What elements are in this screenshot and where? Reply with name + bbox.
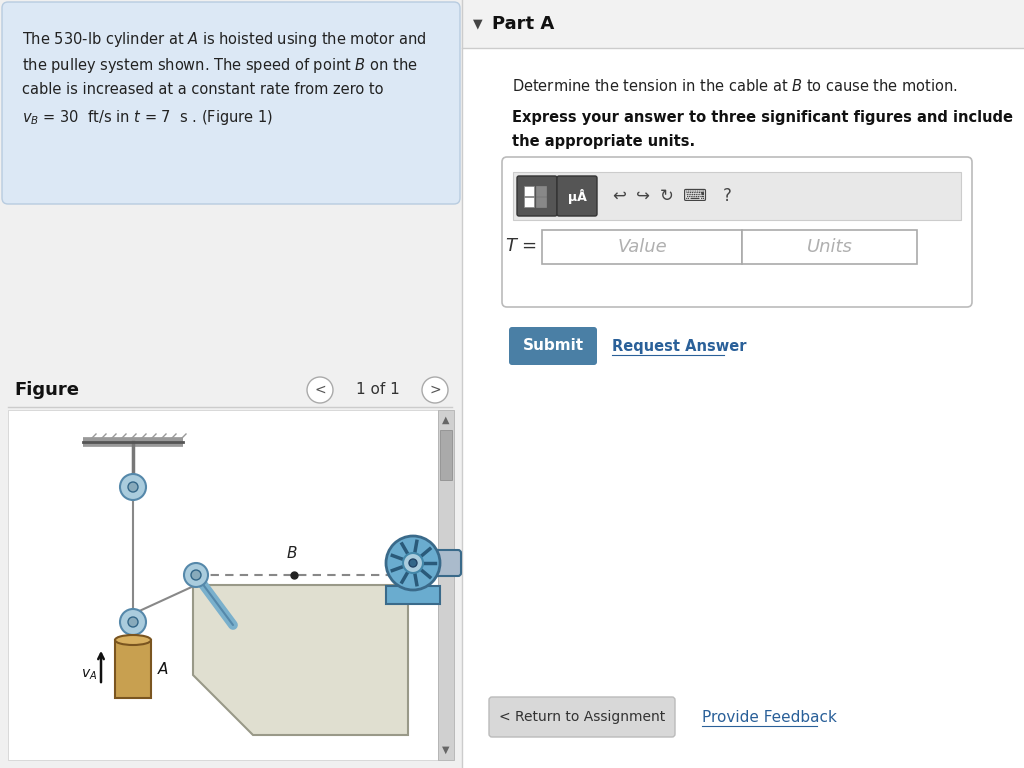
FancyBboxPatch shape	[438, 410, 454, 760]
FancyBboxPatch shape	[386, 586, 440, 604]
Text: ?: ?	[723, 187, 731, 205]
Text: ↻: ↻	[660, 187, 674, 205]
FancyBboxPatch shape	[440, 430, 452, 480]
Circle shape	[191, 570, 201, 580]
Text: $A$: $A$	[157, 661, 169, 677]
Circle shape	[307, 377, 333, 403]
Text: ⌨: ⌨	[683, 187, 707, 205]
Text: Submit: Submit	[522, 339, 584, 353]
Ellipse shape	[115, 635, 151, 645]
Text: ↪: ↪	[636, 187, 650, 205]
Polygon shape	[193, 585, 408, 735]
Text: ▼: ▼	[473, 18, 482, 31]
FancyBboxPatch shape	[489, 697, 675, 737]
Circle shape	[120, 609, 146, 635]
Text: the appropriate units.: the appropriate units.	[512, 134, 695, 149]
FancyBboxPatch shape	[433, 550, 461, 576]
Text: Provide Feedback: Provide Feedback	[702, 710, 837, 724]
Text: Value: Value	[617, 238, 667, 256]
FancyBboxPatch shape	[502, 157, 972, 307]
Text: ▼: ▼	[442, 745, 450, 755]
FancyBboxPatch shape	[462, 0, 1024, 48]
Text: Request Answer: Request Answer	[612, 339, 746, 353]
FancyBboxPatch shape	[8, 410, 438, 760]
Text: cable is increased at a constant rate from zero to: cable is increased at a constant rate fr…	[22, 82, 384, 97]
FancyBboxPatch shape	[536, 197, 546, 207]
FancyBboxPatch shape	[742, 230, 918, 264]
Circle shape	[128, 482, 138, 492]
Text: Part A: Part A	[492, 15, 554, 33]
Text: Figure: Figure	[14, 381, 79, 399]
FancyBboxPatch shape	[524, 186, 534, 196]
Circle shape	[120, 474, 146, 500]
Circle shape	[386, 536, 440, 590]
Text: Express your answer to three significant figures and include: Express your answer to three significant…	[512, 110, 1013, 125]
Circle shape	[422, 377, 449, 403]
Text: <: <	[314, 383, 326, 397]
FancyBboxPatch shape	[0, 0, 462, 768]
FancyBboxPatch shape	[542, 230, 742, 264]
Text: $B$: $B$	[286, 545, 297, 561]
Text: the pulley system shown. The speed of point $\mathit{B}$ on the: the pulley system shown. The speed of po…	[22, 56, 418, 75]
Text: Units: Units	[807, 238, 852, 256]
Circle shape	[403, 553, 423, 573]
Text: The 530-lb cylinder at $\mathit{A}$ is hoisted using the motor and: The 530-lb cylinder at $\mathit{A}$ is h…	[22, 30, 426, 49]
FancyBboxPatch shape	[536, 186, 546, 196]
Text: ↩: ↩	[612, 187, 626, 205]
Circle shape	[409, 559, 417, 567]
Circle shape	[128, 617, 138, 627]
Text: $v_A$: $v_A$	[81, 668, 97, 682]
FancyBboxPatch shape	[557, 176, 597, 216]
FancyBboxPatch shape	[524, 197, 534, 207]
FancyBboxPatch shape	[513, 172, 961, 220]
FancyBboxPatch shape	[509, 327, 597, 365]
Text: < Return to Assignment: < Return to Assignment	[499, 710, 666, 724]
FancyBboxPatch shape	[2, 2, 460, 204]
Text: Determine the tension in the cable at $\mathit{B}$ to cause the motion.: Determine the tension in the cable at $\…	[512, 78, 957, 94]
FancyBboxPatch shape	[517, 176, 557, 216]
Text: μÅ: μÅ	[567, 188, 587, 204]
FancyBboxPatch shape	[462, 0, 1024, 768]
Text: ▲: ▲	[442, 415, 450, 425]
Text: $v_B$ = 30  ft/s in $t$ = 7  s . (Figure 1): $v_B$ = 30 ft/s in $t$ = 7 s . (Figure 1…	[22, 108, 273, 127]
Text: >: >	[429, 383, 440, 397]
FancyBboxPatch shape	[115, 640, 151, 698]
Text: 1 of 1: 1 of 1	[356, 382, 400, 398]
Circle shape	[184, 563, 208, 587]
Text: $T$ =: $T$ =	[505, 237, 537, 255]
